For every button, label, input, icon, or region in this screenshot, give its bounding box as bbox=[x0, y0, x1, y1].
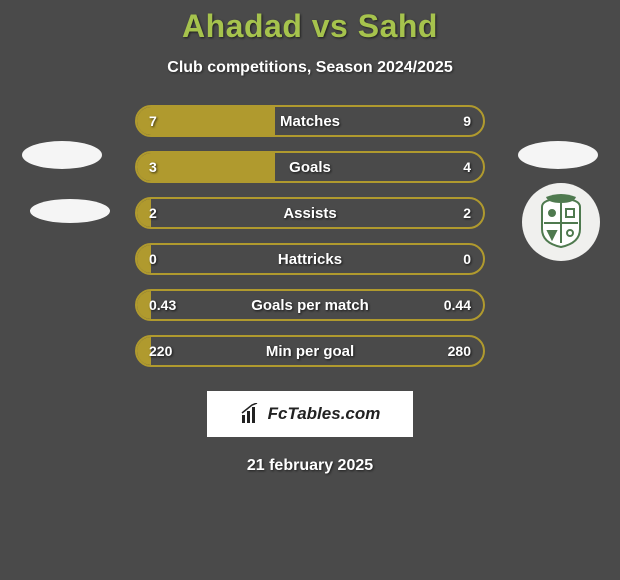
comparison-infographic: Ahadad vs Sahd Club competitions, Season… bbox=[0, 0, 620, 475]
bar-fill-left bbox=[137, 153, 275, 181]
bar-value-left: 0 bbox=[149, 245, 157, 273]
bar-value-right: 2 bbox=[463, 199, 471, 227]
bar-value-right: 0 bbox=[463, 245, 471, 273]
date-text: 21 february 2025 bbox=[0, 457, 620, 475]
stat-bar-row: 34Goals bbox=[135, 151, 485, 183]
stat-bar-row: 220 280Min per goal bbox=[135, 335, 485, 367]
ellipse-icon bbox=[22, 141, 102, 169]
bar-label: Goals per match bbox=[137, 291, 483, 319]
bar-value-right: 4 bbox=[463, 153, 471, 181]
club-logo-right-2 bbox=[522, 183, 600, 261]
stat-bar-row: 0 0Hattricks bbox=[135, 243, 485, 275]
page-title: Ahadad vs Sahd bbox=[0, 8, 620, 45]
stat-bars: 79Matches34Goals22Assists00Hattricks0.43… bbox=[135, 105, 485, 367]
bar-chart-icon bbox=[240, 403, 262, 425]
shield-crest-icon bbox=[532, 193, 590, 251]
bar-label: Assists bbox=[137, 199, 483, 227]
bar-label: Min per goal bbox=[137, 337, 483, 365]
bar-value-left: 2 bbox=[149, 199, 157, 227]
stats-area: 79Matches34Goals22Assists00Hattricks0.43… bbox=[0, 105, 620, 367]
bar-value-right: 9 bbox=[463, 107, 471, 135]
ellipse-icon bbox=[30, 199, 110, 223]
bar-value-left: 0.43 bbox=[149, 291, 176, 319]
bar-value-right: 280 bbox=[448, 337, 471, 365]
crest-icon bbox=[522, 183, 600, 261]
branding-badge: FcTables.com bbox=[207, 391, 413, 437]
bar-value-left: 220 bbox=[149, 337, 172, 365]
branding-text: FcTables.com bbox=[268, 404, 381, 424]
club-logo-left-2 bbox=[30, 171, 110, 251]
bar-value-left: 3 bbox=[149, 153, 157, 181]
bar-label: Hattricks bbox=[137, 245, 483, 273]
stat-bar-row: 2 2Assists bbox=[135, 197, 485, 229]
stat-bar-row: 0.43 0.44Goals per match bbox=[135, 289, 485, 321]
ellipse-icon bbox=[518, 141, 598, 169]
subtitle: Club competitions, Season 2024/2025 bbox=[0, 59, 620, 77]
bar-fill-left bbox=[137, 107, 275, 135]
bar-value-left: 7 bbox=[149, 107, 157, 135]
stat-bar-row: 79Matches bbox=[135, 105, 485, 137]
bar-value-right: 0.44 bbox=[444, 291, 471, 319]
